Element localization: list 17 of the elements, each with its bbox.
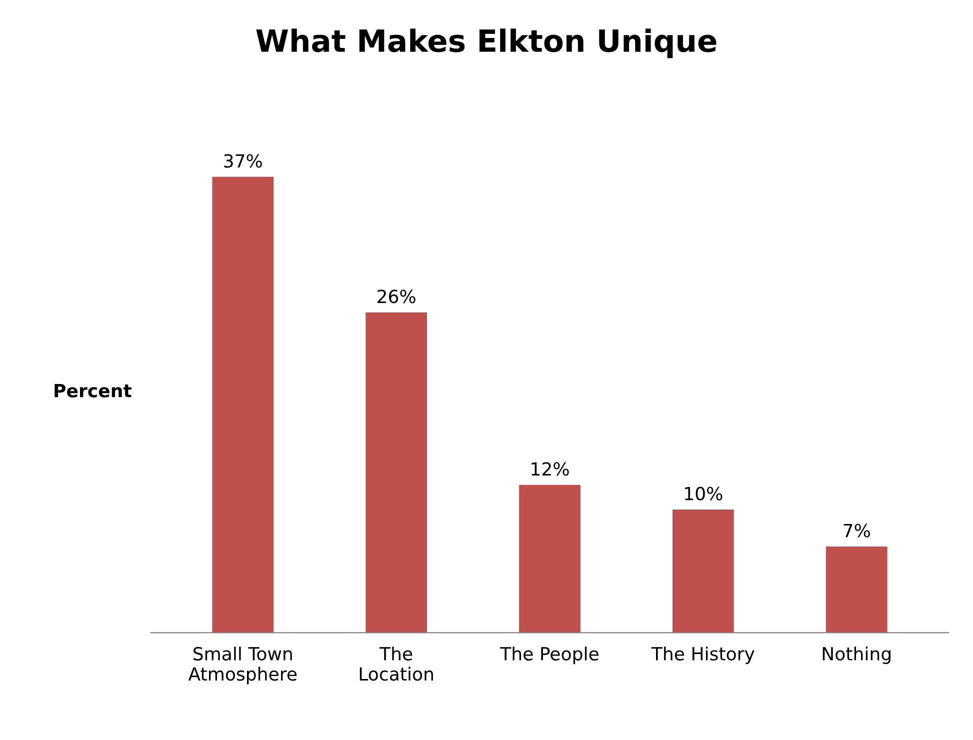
x-tick-label: The People — [500, 646, 598, 664]
x-tick-label: Small Town Atmosphere — [188, 646, 297, 684]
chart-title: What Makes Elkton Unique — [256, 28, 716, 58]
data-label: 26% — [378, 290, 416, 304]
x-tick-label: The Location — [360, 646, 433, 681]
data-label: 7% — [844, 524, 870, 538]
x-tick-label: The History — [651, 646, 754, 664]
bar — [212, 176, 274, 633]
x-tick-label: Nothing — [822, 646, 890, 664]
bar — [672, 509, 734, 633]
y-axis-title: Percent — [54, 384, 132, 398]
data-label: 10% — [685, 486, 722, 500]
data-label: 37% — [224, 154, 262, 168]
data-label: 12% — [532, 462, 569, 476]
bar — [366, 312, 427, 633]
bar — [519, 484, 580, 633]
bar — [826, 546, 888, 633]
